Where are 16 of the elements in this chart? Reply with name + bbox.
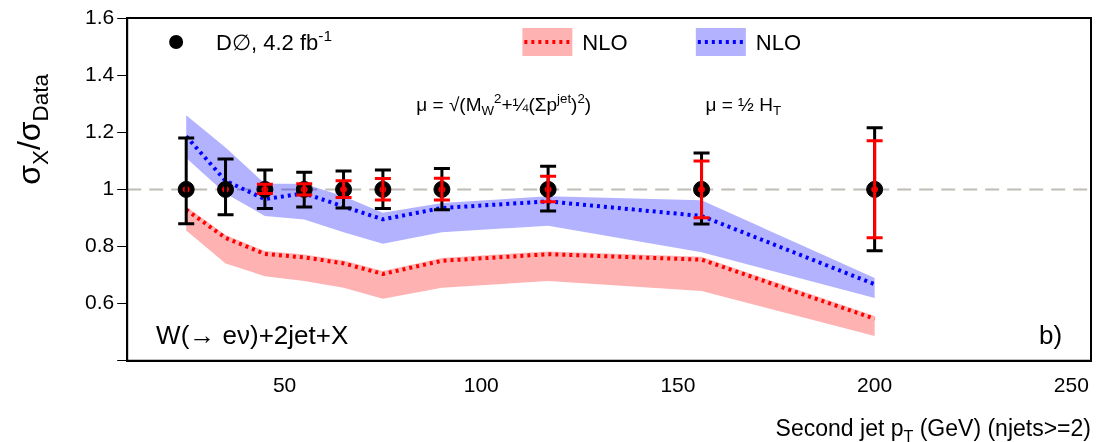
x-tick-label: 100 (463, 373, 499, 397)
annotation: b) (1038, 319, 1063, 350)
legend-label: NLO (755, 30, 802, 55)
annotation: W(→ eν)+2jet+X (156, 319, 349, 350)
y-tick-label: 1.2 (84, 119, 115, 143)
y-tick-label: 1.6 (84, 4, 115, 28)
y-tick-label: 0.8 (84, 233, 115, 257)
y-tick-label: 0.6 (84, 290, 115, 314)
x-tick-label: 200 (857, 373, 893, 397)
y-tick-label: 1 (102, 176, 115, 200)
x-tick-label: 50 (272, 373, 297, 397)
legend-label: NLO (582, 30, 628, 55)
x-tick-label: 250 (1053, 373, 1089, 397)
y-axis-title: σX/σData (11, 73, 53, 185)
y-tick-label: 1.4 (84, 61, 115, 85)
x-tick-label: 150 (660, 373, 696, 397)
